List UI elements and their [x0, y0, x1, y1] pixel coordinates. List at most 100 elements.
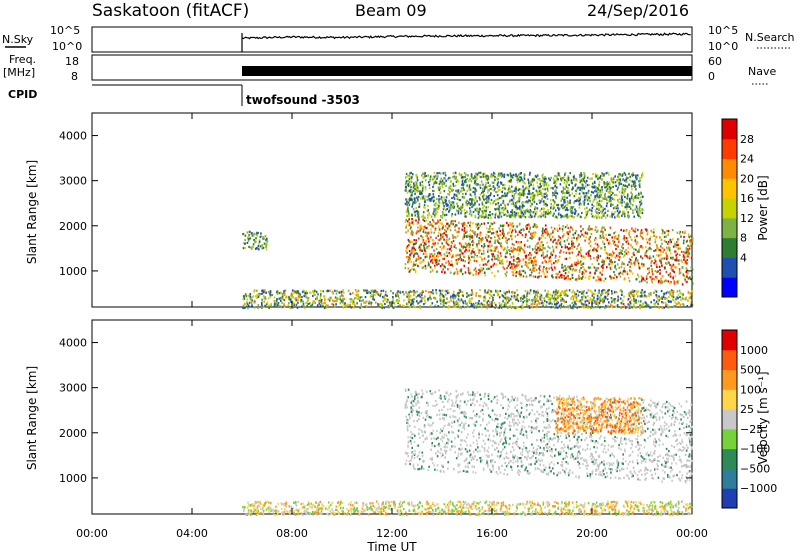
heat-cell [446, 204, 448, 207]
heat-cell [414, 197, 416, 200]
heat-cell [454, 254, 457, 257]
heat-cell [281, 301, 283, 305]
heat-cell [519, 195, 521, 198]
heat-cell [668, 296, 670, 299]
heat-cell [661, 280, 663, 283]
heat-cell [508, 291, 511, 294]
heat-cell [540, 302, 543, 305]
heat-cell [421, 184, 424, 187]
heat-cell [244, 293, 247, 296]
heat-cell [490, 174, 493, 177]
heat-cell [537, 299, 540, 303]
heat-cell [528, 223, 530, 226]
heat-cell [538, 297, 541, 300]
heat-cell [492, 253, 495, 256]
heat-cell [539, 265, 541, 268]
heat-cell [674, 305, 677, 308]
heat-cell [370, 303, 372, 306]
heat-cell [529, 216, 531, 219]
heat-cell [591, 306, 593, 309]
heat-cell [634, 185, 637, 188]
heat-cell [595, 248, 597, 251]
heat-cell [502, 300, 504, 303]
heat-cell [504, 192, 506, 195]
heat-cell [432, 220, 435, 223]
heat-cell [670, 292, 672, 295]
heat-cell [589, 244, 592, 248]
heat-cell [561, 178, 563, 181]
heat-cell [269, 293, 271, 296]
heat-cell [563, 233, 565, 236]
heat-cell [622, 299, 624, 302]
heat-cell [555, 246, 558, 249]
heat-cell [625, 230, 628, 233]
heat-cell [624, 250, 626, 253]
heat-cell [461, 189, 463, 192]
heat-cell [559, 274, 562, 277]
heat-cell [537, 250, 539, 253]
heat-cell [565, 300, 567, 303]
heat-cell [545, 177, 547, 180]
heat-cell [579, 252, 582, 255]
heat-cell [581, 292, 583, 295]
heat-cell [458, 306, 461, 309]
heat-cell [524, 263, 527, 266]
heat-cell [314, 301, 316, 304]
heat-cell [533, 210, 536, 213]
heat-cell [434, 242, 436, 245]
heat-cell [561, 196, 564, 199]
heat-cell [471, 200, 473, 203]
heat-cell [398, 291, 400, 294]
heat-cell [423, 197, 426, 201]
heat-cell [488, 189, 490, 192]
heat-cell [540, 237, 543, 240]
heat-cell [264, 296, 267, 299]
heat-cell [518, 271, 520, 274]
heat-cell [506, 192, 509, 195]
heat-cell [675, 254, 677, 257]
heat-cell [428, 263, 430, 266]
heat-cell [428, 213, 431, 216]
heat-cell [618, 258, 620, 261]
heat-cell [531, 260, 533, 263]
heat-cell [573, 236, 575, 239]
heat-cell [577, 186, 579, 189]
heat-cell [582, 265, 584, 268]
heat-cell [523, 177, 526, 180]
heat-cell [665, 235, 667, 238]
heat-cell [471, 244, 474, 247]
heat-cell [430, 259, 433, 262]
heat-cell [493, 255, 496, 258]
heat-cell [593, 248, 595, 251]
heat-cell [625, 176, 628, 179]
heat-cell [438, 188, 440, 192]
heat-cell [575, 303, 577, 306]
heat-cell [485, 175, 487, 178]
heat-cell [263, 305, 265, 308]
heat-cell [634, 236, 636, 239]
heat-cell [469, 207, 471, 210]
heat-cell [612, 242, 615, 245]
heat-cell [427, 231, 430, 234]
heat-cell [355, 291, 358, 294]
heat-cell [498, 205, 500, 208]
heat-cell [490, 216, 492, 219]
heat-cell [519, 241, 521, 244]
heat-cell [604, 277, 607, 280]
heat-cell [531, 299, 534, 302]
heat-cell [251, 234, 254, 237]
heat-cell [657, 300, 659, 303]
heat-cell [433, 171, 436, 175]
heat-cell [528, 185, 531, 188]
heat-cell [512, 201, 515, 204]
heat-cell [473, 231, 475, 235]
heat-cell [571, 212, 573, 215]
heat-cell [687, 235, 690, 238]
heat-cell [475, 260, 478, 263]
heat-cell [623, 210, 625, 213]
heat-cell [657, 303, 659, 306]
heat-cell [533, 193, 535, 196]
heat-cell [538, 275, 540, 278]
heat-cell [467, 249, 469, 252]
heat-cell [419, 300, 422, 303]
